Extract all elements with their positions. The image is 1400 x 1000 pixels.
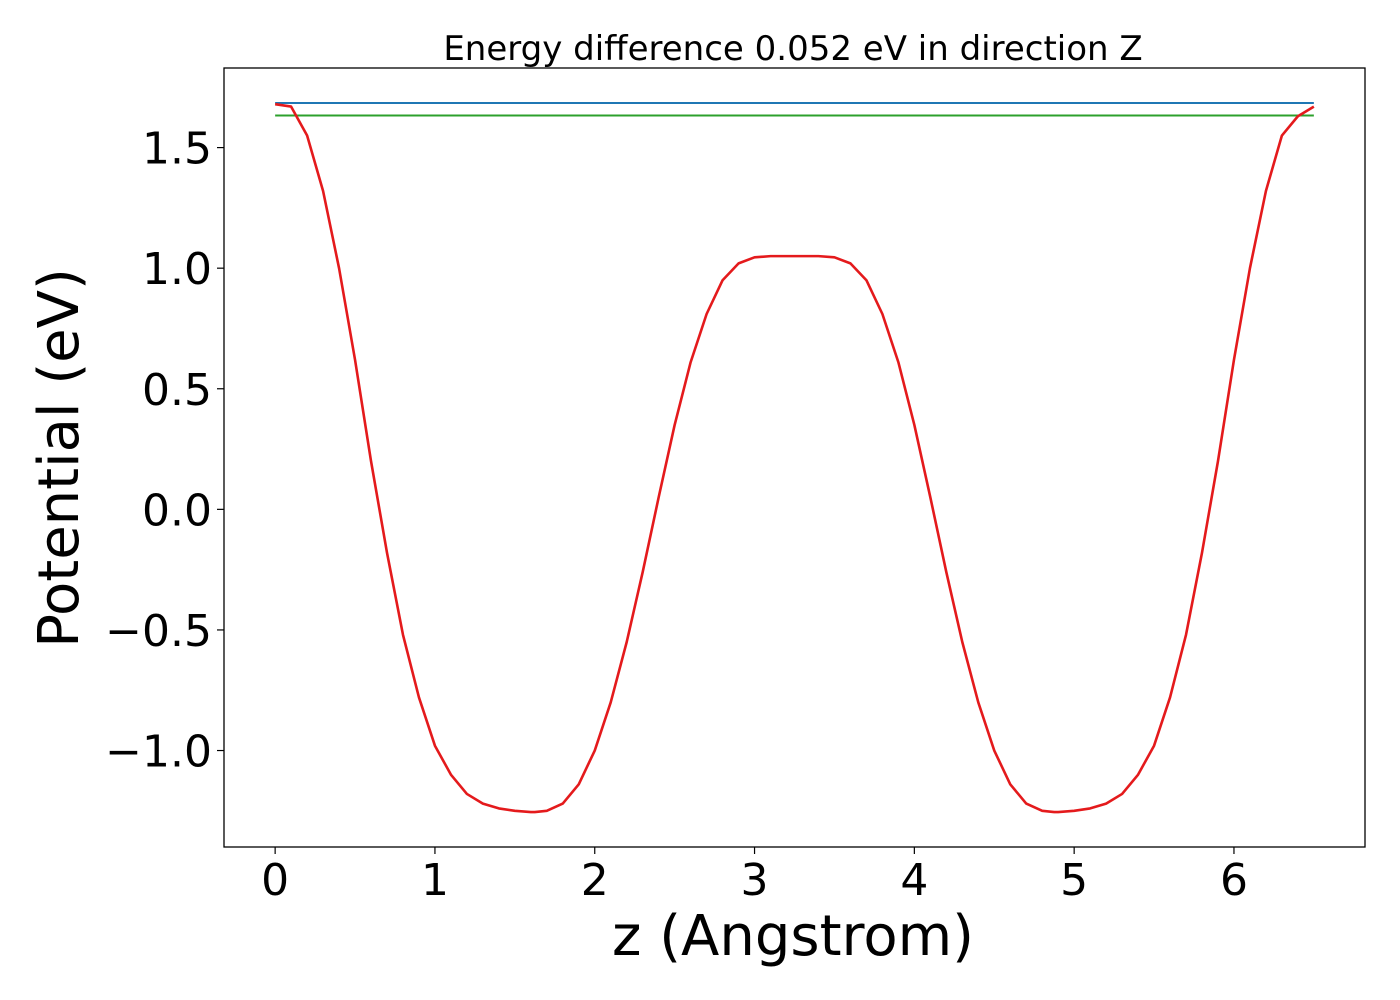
x-tick-label: 2	[581, 855, 609, 906]
y-axis-label: Potential (eV)	[27, 268, 92, 648]
y-tick-label: 1.5	[142, 124, 212, 175]
x-tick-label: 1	[421, 855, 449, 906]
x-axis: 0 1 2 3 4 5 6	[261, 847, 1248, 906]
y-tick-label: −0.5	[105, 606, 212, 657]
potential-curve	[274, 102, 1315, 814]
x-tick-label: 6	[1220, 855, 1248, 906]
x-tick-label: 5	[1060, 855, 1088, 906]
chart-title: Energy difference 0.052 eV in direction …	[443, 29, 1142, 69]
y-tick-label: 0.0	[142, 485, 212, 536]
y-tick-label: −1.0	[105, 727, 212, 778]
y-tick-label: 0.5	[142, 365, 212, 416]
x-tick-label: 3	[741, 855, 769, 906]
y-tick-label: 1.0	[142, 244, 212, 295]
x-tick-label: 0	[261, 855, 289, 906]
x-axis-label: z (Angstrom)	[612, 904, 974, 969]
x-tick-label: 4	[900, 855, 928, 906]
plot-area	[274, 101, 1315, 814]
y-axis: −1.0 −0.5 0.0 0.5 1.0 1.5	[105, 124, 224, 778]
axes-frame	[223, 67, 1366, 848]
